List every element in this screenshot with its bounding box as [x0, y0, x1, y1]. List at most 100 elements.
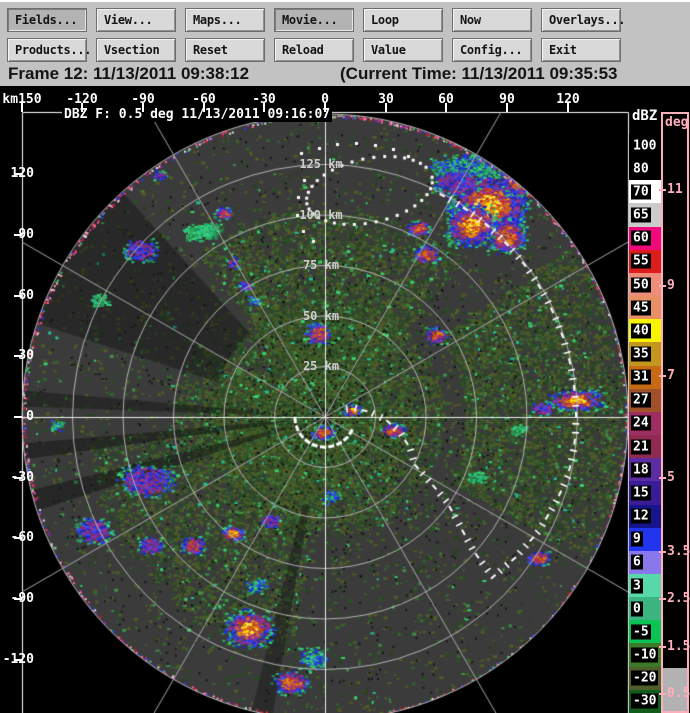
- elevation-tick-label: 7: [667, 368, 675, 383]
- dbz-scale-cell-55: 55: [629, 249, 662, 273]
- dbz-scale-cell-0: 0: [629, 597, 662, 621]
- top-axis-tick: [81, 103, 83, 112]
- dbz-scale-value: 50: [631, 277, 651, 293]
- dbz-scale-cell-12: 12: [629, 504, 662, 528]
- top-axis-label-90: 90: [499, 92, 515, 107]
- left-axis-tick: [14, 477, 22, 479]
- left-axis-tick: [14, 173, 22, 175]
- left-axis-label-30: 30: [18, 348, 34, 363]
- left-axis-label-90: 90: [18, 227, 34, 242]
- range-ring-label-125-km: 125 km: [299, 157, 343, 171]
- top-axis-tick: [203, 103, 205, 112]
- toolbar-button-vsection[interactable]: Vsection: [96, 38, 176, 62]
- dbz-scale-value: 70: [631, 184, 651, 200]
- toolbar-button-value[interactable]: Value: [363, 38, 443, 62]
- top-axis-tick: [142, 103, 144, 112]
- dbz-scale-value: 9: [631, 531, 643, 547]
- radar-display-area: DBZ F: 0.5 deg 11/13/2011 09:16:07 km150…: [0, 86, 690, 713]
- elevation-tick-label: 5: [667, 470, 675, 485]
- elevation-tick-label: 3.5: [667, 544, 690, 559]
- left-axis-label--90: -90: [10, 591, 34, 606]
- dbz-scale-cell-35: 35: [629, 342, 662, 366]
- range-ring-label-100-km: 100 km: [299, 208, 343, 222]
- toolbar-button-loop[interactable]: Loop: [363, 8, 443, 32]
- dbz-scale-cell-80: 80: [629, 157, 662, 181]
- dbz-scale-value: 24: [631, 415, 651, 431]
- dbz-scale-cell-24: 24: [629, 411, 662, 436]
- top-axis-label-30: 30: [378, 92, 394, 107]
- dbz-scale-value: 31: [631, 369, 651, 385]
- dbz-scale-value: 6: [631, 554, 643, 570]
- frame-time-label: Frame 12: 11/13/2011 09:38:12: [8, 64, 250, 83]
- elevation-tick-9[interactable]: 9: [659, 278, 675, 293]
- dbz-scale-cell-27: 27: [629, 388, 662, 412]
- elevation-scale-strip[interactable]: deg: [661, 112, 689, 713]
- dbz-scale-value: 0: [631, 601, 643, 617]
- elevation-tick-label: 11: [667, 182, 683, 197]
- elevation-tick-2.5[interactable]: 2.5: [659, 591, 690, 606]
- dbz-scale-value: 60: [631, 230, 651, 246]
- left-axis-tick: [14, 659, 22, 661]
- elevation-tick-0.5[interactable]: 0.5: [659, 686, 690, 701]
- top-axis-label-60: 60: [438, 92, 454, 107]
- dbz-scale-value: 35: [631, 346, 651, 362]
- elevation-tick-7[interactable]: 7: [659, 368, 675, 383]
- elevation-tick-5[interactable]: 5: [659, 470, 675, 485]
- left-axis-label-120: 120: [10, 166, 34, 181]
- dbz-scale-cell-9: 9: [629, 527, 662, 551]
- dbz-scale-cell-6: 6: [629, 550, 662, 574]
- top-axis-tick: [385, 103, 387, 112]
- dbz-scale-value: 45: [631, 300, 651, 316]
- top-axis-label--120: -120: [66, 92, 98, 107]
- dbz-scale-value: 27: [631, 392, 651, 408]
- top-axis-tick: [506, 103, 508, 112]
- toolbar-button-overlays[interactable]: Overlays...: [541, 8, 625, 32]
- top-axis-tick: [263, 103, 265, 112]
- left-axis-label--30: -30: [10, 470, 34, 485]
- elevation-tick-1.5[interactable]: 1.5: [659, 639, 690, 654]
- elevation-tick-11[interactable]: 11: [659, 182, 683, 197]
- elevation-scale-title: deg: [665, 115, 689, 130]
- toolbar-button-config[interactable]: Config...: [452, 38, 532, 62]
- dbz-scale-value: 55: [631, 253, 651, 269]
- elevation-tick-label: 2.5: [667, 591, 690, 606]
- dbz-scale-cell-15: 15: [629, 481, 662, 505]
- toolbar-button-exit[interactable]: Exit: [541, 38, 621, 62]
- top-axis-tick: [567, 103, 569, 112]
- main-toolbar: Fields... View... Maps... Movie... Loop Now Ov…: [0, 0, 690, 62]
- left-axis-label-60: 60: [18, 288, 34, 303]
- toolbar-button-maps[interactable]: Maps...: [185, 8, 265, 32]
- toolbar-button-fields[interactable]: Fields...: [7, 8, 87, 32]
- toolbar-button-view[interactable]: View...: [96, 8, 176, 32]
- range-ring-label-50-km: 50 km: [302, 309, 340, 323]
- top-axis-label-0: 0: [321, 92, 329, 107]
- elevation-tick-3.5[interactable]: 3.5: [659, 544, 690, 559]
- dbz-scale-cell-50: 50: [629, 272, 662, 297]
- dbz-scale-value: -30: [631, 693, 659, 709]
- dbz-scale-cell--30: -30: [629, 689, 662, 713]
- radar-ppi-canvas[interactable]: [0, 86, 690, 713]
- colorscale-title: dBZ: [632, 108, 658, 124]
- top-axis-label-120: 120: [556, 92, 580, 107]
- dbz-scale-cell-40: 40: [629, 319, 662, 343]
- elevation-tick-label: 1.5: [667, 639, 690, 654]
- dbz-scale-value: -10: [631, 647, 659, 663]
- range-ring-label-25-km: 25 km: [302, 359, 340, 373]
- toolbar-button-reset[interactable]: Reset: [185, 38, 265, 62]
- toolbar-button-movie[interactable]: Movie...: [274, 8, 354, 32]
- top-axis-tick: [21, 103, 23, 112]
- toolbar-button-now[interactable]: Now: [452, 8, 532, 32]
- dbz-scale-cell-45: 45: [629, 296, 662, 320]
- toolbar-button-reload[interactable]: Reload: [274, 38, 354, 62]
- dbz-scale-cell--20: -20: [629, 666, 662, 690]
- toolbar-button-products[interactable]: Products...: [7, 38, 91, 62]
- top-axis-label--90: -90: [131, 92, 155, 107]
- top-axis-label--30: -30: [252, 92, 276, 107]
- dbz-scale-value: -5: [631, 624, 651, 640]
- dbz-scale-cell-18: 18: [629, 458, 662, 482]
- dbz-scale-cell-60: 60: [629, 226, 662, 250]
- left-axis-tick: [14, 355, 22, 357]
- dbz-scale-cell-31: 31: [629, 365, 662, 389]
- left-axis-tick: [14, 598, 22, 600]
